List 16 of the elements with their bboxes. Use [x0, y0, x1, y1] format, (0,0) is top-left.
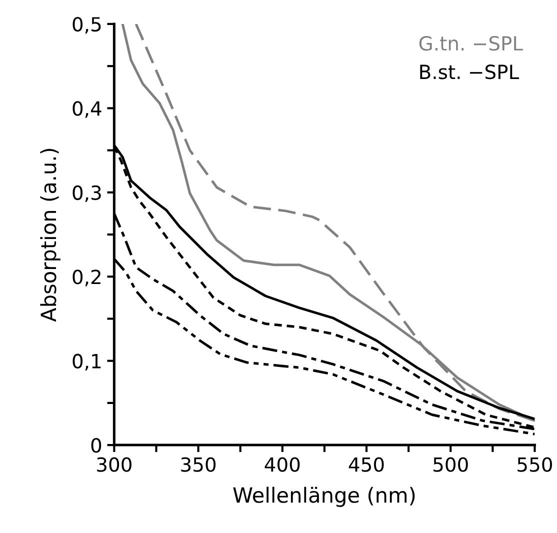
x-tick-label: 300 — [97, 457, 132, 472]
x-tick-label: 500 — [434, 457, 468, 472]
x-tick-label: 350 — [181, 457, 216, 472]
y-tick-label: 0 — [91, 438, 102, 453]
text: G.tn. −SPL — [419, 36, 523, 51]
x-tick-label: 450 — [348, 457, 384, 472]
y-axis-title: Absorption (a.u.) — [40, 148, 60, 322]
x-tick-label: 550 — [518, 457, 552, 472]
y-tick-label: 0,1 — [72, 354, 101, 370]
x-tick-label: 400 — [264, 457, 300, 472]
y-tick-label: 0,3 — [72, 185, 101, 202]
y-tick-label: 0,4 — [72, 101, 102, 118]
text: B.st. −SPL — [420, 64, 520, 80]
x-axis-title: Wellenlänge (nm) — [233, 486, 415, 507]
y-tick-label: 0,2 — [72, 270, 100, 286]
y-tick-label: 0,5 — [72, 16, 101, 34]
